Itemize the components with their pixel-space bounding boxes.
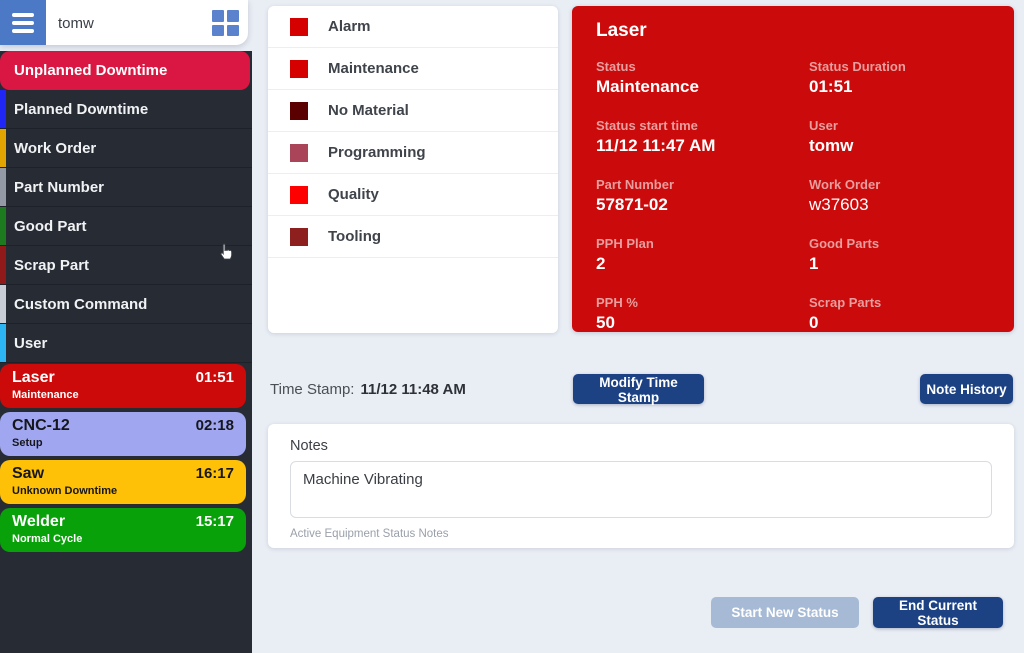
sidebar-item-planned-downtime[interactable]: Planned Downtime: [0, 90, 252, 129]
color-stripe: [0, 168, 6, 206]
machine-status: Normal Cycle: [12, 533, 83, 545]
color-stripe: [0, 324, 6, 362]
machine-card-laser[interactable]: Laser 01:51 Maintenance: [0, 364, 246, 408]
status-color-swatch: [290, 59, 308, 78]
notes-card: Notes Machine Vibrating Active Equipment…: [268, 424, 1014, 548]
sidebar-item-label: Custom Command: [14, 295, 148, 313]
status-color-swatch: [290, 101, 308, 120]
sidebar-item-label: Planned Downtime: [14, 100, 149, 118]
apps-grid-icon[interactable]: [212, 10, 239, 36]
status-color-swatch: [290, 143, 308, 162]
note-history-button[interactable]: Note History: [920, 374, 1013, 404]
notes-title: Notes: [290, 438, 328, 454]
equipment-title: Laser: [596, 20, 647, 41]
machine-duration: 15:17: [195, 513, 234, 530]
color-stripe: [0, 246, 6, 284]
hamburger-icon[interactable]: [0, 0, 46, 45]
status-color-swatch: [290, 185, 308, 204]
reason-item-alarm[interactable]: Alarm: [268, 6, 558, 48]
reason-item-tooling[interactable]: Tooling: [268, 216, 558, 258]
sidebar-item-part-number[interactable]: Part Number: [0, 168, 252, 207]
machine-card-cnc-12[interactable]: CNC-12 02:18 Setup: [0, 412, 246, 456]
field-status-duration: Status Duration 01:51: [809, 59, 906, 96]
sidebar-item-work-order[interactable]: Work Order: [0, 129, 252, 168]
sidebar-item-user[interactable]: User: [0, 324, 252, 363]
field-good-parts: Good Parts 1: [809, 236, 880, 273]
sidebar: [0, 51, 252, 653]
field-pph-percent: PPH % 50: [596, 295, 638, 332]
machine-duration: 02:18: [195, 417, 234, 434]
status-reason-list: Alarm Maintenance No Material Programmin…: [268, 6, 558, 333]
reason-item-maintenance[interactable]: Maintenance: [268, 48, 558, 90]
reason-item-programming[interactable]: Programming: [268, 132, 558, 174]
sidebar-header: [0, 0, 248, 45]
modify-time-stamp-button[interactable]: Modify Time Stamp: [573, 374, 704, 405]
machine-card-welder[interactable]: Welder 15:17 Normal Cycle: [0, 508, 246, 552]
machine-name: Saw: [12, 465, 45, 482]
color-stripe: [0, 90, 6, 128]
color-stripe: [0, 129, 6, 167]
timestamp-value: 11/12 11:48 AM: [360, 380, 466, 398]
user-input[interactable]: [56, 8, 205, 38]
status-color-swatch: [290, 227, 308, 246]
sidebar-item-label: Good Part: [14, 217, 87, 235]
machine-duration: 16:17: [195, 465, 234, 482]
sidebar-item-custom-command[interactable]: Custom Command: [0, 285, 252, 324]
sidebar-item-label: Work Order: [14, 139, 97, 157]
timestamp-label: Time Stamp:: [270, 380, 355, 398]
reason-label: Quality: [328, 186, 379, 203]
reason-label: Maintenance: [328, 60, 419, 77]
sidebar-item-label: User: [14, 334, 48, 352]
notes-helper-text: Active Equipment Status Notes: [290, 528, 449, 540]
sidebar-item-good-part[interactable]: Good Part: [0, 207, 252, 246]
field-scrap-parts: Scrap Parts 0: [809, 295, 882, 332]
machine-duration: 01:51: [195, 369, 234, 386]
reason-label: Alarm: [328, 18, 371, 35]
machine-status: Maintenance: [12, 389, 79, 401]
machine-status: Setup: [12, 437, 43, 449]
field-status-start-time: Status start time 11/12 11:47 AM: [596, 118, 716, 155]
start-new-status-button[interactable]: Start New Status: [711, 597, 859, 628]
unplanned-downtime-button[interactable]: Unplanned Downtime: [0, 51, 250, 90]
field-part-number: Part Number 57871-02: [596, 177, 675, 214]
color-stripe: [0, 207, 6, 245]
color-stripe: [0, 285, 6, 323]
sidebar-menu: Planned Downtime Work Order Part Number …: [0, 90, 252, 363]
field-pph-plan: PPH Plan 2: [596, 236, 654, 273]
reason-item-no-material[interactable]: No Material: [268, 90, 558, 132]
machine-name: CNC-12: [12, 417, 70, 434]
reason-item-quality[interactable]: Quality: [268, 174, 558, 216]
sidebar-item-label: Scrap Part: [14, 256, 90, 274]
machine-name: Laser: [12, 369, 55, 386]
notes-textarea[interactable]: Machine Vibrating: [290, 461, 992, 518]
sidebar-item-scrap-part[interactable]: Scrap Part: [0, 246, 252, 285]
sidebar-item-label: Part Number: [14, 178, 105, 196]
machine-card-saw[interactable]: Saw 16:17 Unknown Downtime: [0, 460, 246, 504]
machine-name: Welder: [12, 513, 66, 530]
reason-label: Programming: [328, 144, 426, 161]
end-current-status-button[interactable]: End Current Status: [873, 597, 1003, 628]
field-work-order: Work Order w37603: [809, 177, 881, 214]
timestamp-row: Time Stamp: 11/12 11:48 AM: [270, 374, 466, 404]
equipment-status-panel: Laser Status Maintenance Status Duration…: [572, 6, 1014, 332]
reason-label: No Material: [328, 102, 409, 119]
field-user: User tomw: [809, 118, 854, 155]
status-color-swatch: [290, 17, 308, 36]
machine-status: Unknown Downtime: [12, 485, 118, 497]
reason-label: Tooling: [328, 228, 382, 245]
field-status: Status Maintenance: [596, 59, 699, 96]
